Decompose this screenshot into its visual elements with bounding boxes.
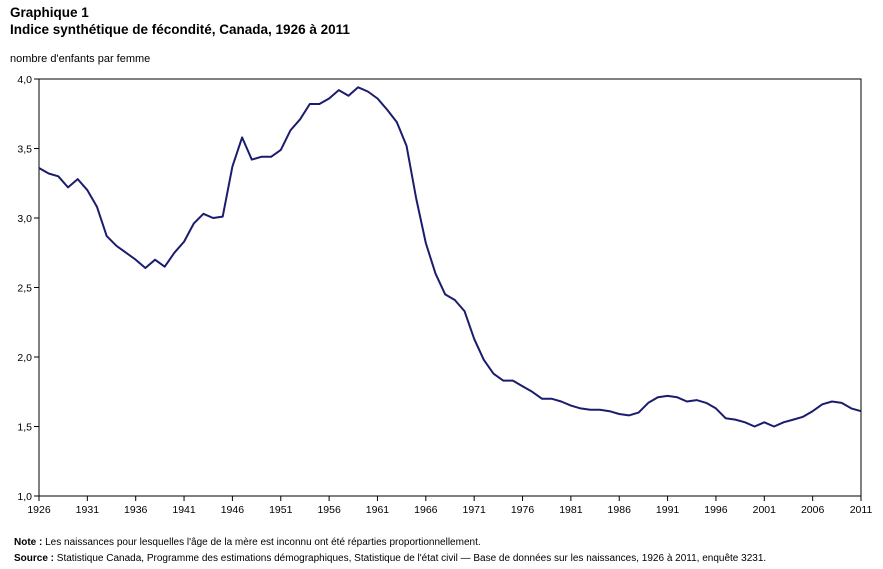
x-tick-label: 2006: [801, 504, 825, 515]
x-tick-label: 1971: [462, 504, 486, 515]
y-tick-label: 4,0: [17, 74, 32, 86]
figure-label: Graphique 1: [10, 5, 89, 20]
x-tick-label: 1976: [511, 504, 535, 515]
x-tick-label: 2001: [753, 504, 777, 515]
note-line: Note : Les naissances pour lesquelles l'…: [14, 537, 481, 548]
source-label: Source :: [14, 553, 55, 564]
y-axis: 1,0 1,5 2,0 2,5 3,0 3,5 4,0: [17, 74, 39, 503]
fertility-rate-line: [38, 86, 862, 428]
x-tick-label: 1956: [317, 504, 341, 515]
note-text: Les naissances pour lesquelles l'âge de …: [42, 537, 481, 548]
x-tick-label: 1936: [124, 504, 148, 515]
x-tick-label: 1996: [704, 504, 728, 515]
y-tick-label: 3,0: [17, 213, 32, 225]
x-axis: 1926 1931 1936 1941 1946 1951 1956 1961 1966 1971…: [27, 496, 872, 515]
y-tick-label: 2,0: [17, 352, 32, 364]
x-tick-label: 1926: [27, 504, 51, 515]
chart-title: Indice synthétique de fécondité, Canada,…: [10, 22, 350, 37]
x-tick-label: 1946: [221, 504, 245, 515]
y-tick-label: 1,5: [17, 422, 32, 434]
line-chart: 1,01,52,02,53,03,54,0 1926 1931 1936 1941 19…: [17, 74, 872, 515]
y-tick-label: 3,5: [17, 144, 32, 156]
x-tick-label: 1951: [269, 504, 293, 515]
y-tick-label: 2,5: [17, 283, 32, 295]
x-tick-label: 1981: [559, 504, 583, 515]
source-line: Source : Statistique Canada, Programme d…: [14, 553, 766, 564]
x-tick-label: 1931: [76, 504, 100, 515]
source-text: Statistique Canada, Programme des estima…: [54, 553, 767, 564]
y-axis-label: nombre d'enfants par femme: [10, 53, 151, 65]
x-tick-label: 1986: [608, 504, 632, 515]
x-tick-label: 1941: [172, 504, 196, 515]
x-tick-label: 1966: [414, 504, 438, 515]
x-tick-label: 1961: [366, 504, 390, 515]
x-tick-label: 1991: [656, 504, 680, 515]
x-tick-label: 2011: [850, 504, 873, 515]
note-label: Note :: [14, 537, 43, 548]
y-tick-label: 1,0: [17, 491, 32, 503]
plot-area: [38, 78, 862, 497]
